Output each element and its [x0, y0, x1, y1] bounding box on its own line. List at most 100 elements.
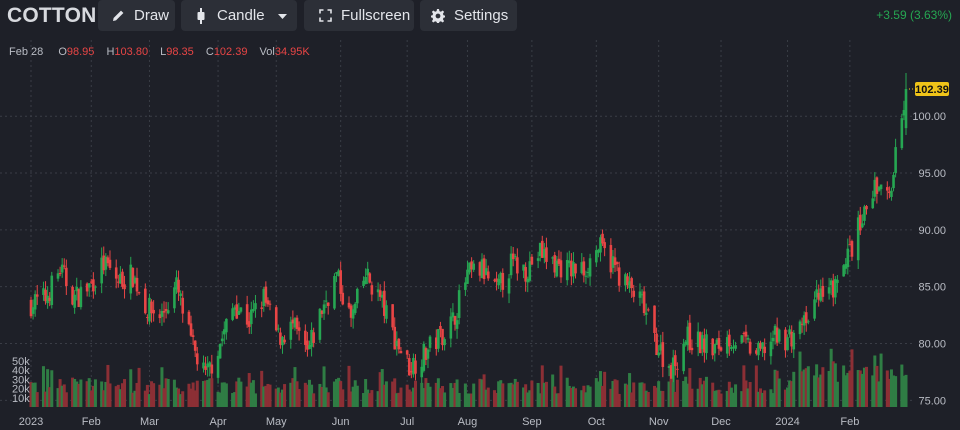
price-chart[interactable]: 100.00 95.00 90.00 85.00 80.00 75.00 2023 Feb Ma…	[0, 40, 960, 430]
caret-down-icon[interactable]	[277, 9, 288, 26]
volume-bar	[455, 379, 459, 407]
candle-body	[119, 273, 122, 284]
volume-bar	[131, 392, 135, 407]
volume-bar	[580, 390, 584, 407]
candle-body	[464, 282, 467, 290]
volume-bar	[152, 383, 156, 407]
volume-bar	[601, 385, 605, 407]
volume-bar	[102, 390, 106, 407]
volume-bar	[189, 388, 193, 407]
volume-bar	[567, 385, 571, 407]
candle-body	[114, 267, 118, 279]
volume-bar	[202, 381, 206, 407]
volume-bar	[792, 371, 796, 407]
open-label: O	[58, 46, 67, 58]
price-tick-label: 100.00	[912, 111, 946, 123]
volume-bar	[276, 387, 280, 407]
volume-bar	[303, 382, 307, 407]
candle-body	[667, 365, 671, 368]
volume-bar	[623, 383, 627, 407]
candle-body	[599, 237, 602, 253]
volume-bar	[653, 385, 657, 407]
candle-body	[744, 331, 748, 337]
volume-bar	[557, 393, 561, 407]
volume-bar	[71, 377, 75, 407]
candle-body	[730, 346, 733, 349]
candle-body	[588, 258, 592, 277]
volume-bar	[821, 367, 825, 407]
candle-body	[281, 336, 284, 346]
volume-bar	[409, 391, 413, 407]
volume-bar	[596, 381, 600, 407]
volume-bar	[887, 378, 891, 407]
volume-bar	[472, 383, 476, 407]
volume-bar	[860, 373, 864, 407]
close-value: 102.39	[213, 46, 248, 58]
candle-body	[353, 303, 357, 313]
volume-bar	[598, 371, 602, 407]
candle-body	[848, 244, 852, 246]
volume-bar	[682, 380, 686, 407]
candle-body	[380, 294, 384, 298]
price-tick-label: 80.00	[918, 338, 946, 350]
time-tick-label: Feb	[82, 416, 101, 428]
volume-bar	[162, 388, 166, 407]
volume-bar	[536, 382, 540, 407]
candle-body	[179, 293, 182, 297]
candle-body	[728, 334, 731, 347]
volume-bar	[457, 393, 461, 407]
volume-bar	[312, 393, 316, 407]
volume-bar	[438, 388, 442, 407]
candle-body	[181, 297, 185, 314]
volume-bar	[470, 393, 474, 407]
volume-bar	[786, 387, 790, 407]
candle-body	[351, 309, 355, 319]
volume-bar	[802, 369, 806, 407]
candle-body	[640, 294, 644, 296]
draw-button[interactable]: Draw	[98, 0, 175, 31]
candle-body	[516, 257, 519, 274]
candle-body	[222, 329, 226, 335]
volume-bar	[761, 392, 765, 407]
volume-bar	[877, 381, 881, 407]
candle-body	[543, 249, 546, 258]
volume-bar	[280, 389, 284, 407]
volume-bar	[559, 365, 563, 407]
candle-body	[414, 360, 417, 374]
candle-body	[740, 335, 744, 343]
candle-body	[308, 345, 311, 350]
volume-bar	[399, 387, 403, 407]
settings-button[interactable]: Settings	[420, 0, 517, 31]
candle-body	[262, 288, 266, 307]
candle-body	[570, 260, 573, 277]
volume-bar	[463, 383, 467, 407]
volume-bar	[804, 368, 808, 407]
volume-bar	[586, 385, 590, 407]
volume-bar	[220, 382, 224, 407]
candle-body	[420, 366, 424, 378]
candle-body	[775, 327, 779, 343]
volume-bar	[569, 387, 573, 407]
volume-bar	[727, 381, 731, 407]
volume-bar	[187, 383, 191, 407]
candle-body	[44, 289, 47, 302]
symbol-name: COTTON	[7, 4, 97, 27]
chart-type-button[interactable]: Candle	[181, 0, 297, 31]
volume-bar	[582, 385, 586, 407]
volume-bar	[844, 375, 848, 407]
candle-body	[890, 190, 893, 197]
low-value: 98.35	[166, 46, 194, 58]
volume-bar	[274, 388, 278, 407]
candle-body	[603, 242, 606, 249]
volume-bar	[632, 382, 636, 407]
candle-body	[834, 279, 837, 298]
candle-body	[653, 305, 656, 334]
volume-bar	[443, 392, 447, 407]
candle-body	[734, 345, 737, 349]
candle-body	[669, 365, 673, 384]
volume-bar	[790, 381, 794, 407]
fullscreen-button[interactable]: Fullscreen	[304, 0, 414, 31]
volume-bar	[900, 364, 904, 407]
candle-body	[239, 307, 243, 312]
volume-bar	[326, 392, 330, 407]
